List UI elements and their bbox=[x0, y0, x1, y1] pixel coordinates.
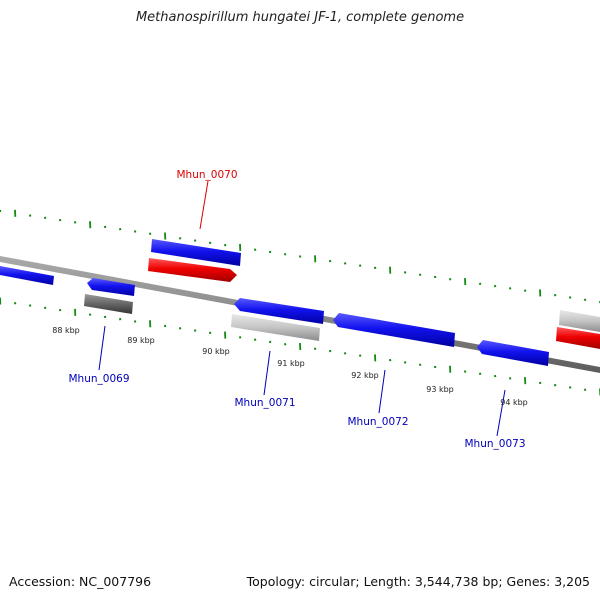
gene-label-leaders bbox=[98, 180, 506, 437]
gene-label-mhun-0070[interactable]: Mhun_0070 bbox=[177, 169, 238, 181]
gene-arrow-mhun-0069[interactable] bbox=[84, 294, 133, 314]
outer-tick-ruler bbox=[0, 209, 600, 304]
gene-arrow-mhun-0069-upper[interactable] bbox=[87, 278, 135, 296]
feature-track bbox=[0, 239, 600, 366]
leader-mhun-0069 bbox=[98, 325, 106, 371]
gene-arrow-mhun-0071[interactable] bbox=[231, 314, 320, 341]
scale-label-94kbp: 94 kbp bbox=[500, 398, 528, 407]
gene-label-mhun-0072[interactable]: Mhun_0072 bbox=[348, 416, 409, 428]
gene-label-mhun-0071[interactable]: Mhun_0071 bbox=[235, 397, 296, 409]
scale-label-89kbp: 89 kbp bbox=[127, 336, 155, 345]
gene-arrow-partial-right-gray[interactable] bbox=[559, 310, 600, 332]
scale-label-90kbp: 90 kbp bbox=[202, 347, 230, 356]
gene-arrow-mhun-0072[interactable] bbox=[333, 313, 455, 347]
leader-mhun-0071 bbox=[263, 350, 271, 396]
scale-label-93kbp: 93 kbp bbox=[426, 385, 454, 394]
gene-arrow-mhun-0071-cds[interactable] bbox=[234, 298, 324, 324]
accession-text: Accession: NC_007796 bbox=[9, 574, 152, 589]
gene-arrow-mhun-0073[interactable] bbox=[477, 340, 549, 366]
gene-arrow-mhun-0070[interactable] bbox=[148, 258, 237, 282]
leader-mhun-0070 bbox=[199, 180, 209, 230]
map-title: Methanospirillum hungatei JF-1, complete… bbox=[135, 10, 465, 25]
scale-label-88kbp: 88 kbp bbox=[52, 326, 80, 335]
leader-mhun-0073 bbox=[496, 389, 506, 437]
scale-label-91kbp: 91 kbp bbox=[277, 359, 305, 368]
gene-label-mhun-0069[interactable]: Mhun_0069 bbox=[69, 373, 130, 385]
gene-arrow-partial-left[interactable] bbox=[0, 266, 54, 285]
genome-stats-text: Topology: circular; Length: 3,544,738 bp… bbox=[246, 574, 590, 589]
leader-mhun-0072 bbox=[378, 369, 386, 414]
gene-arrow-mhun-0070-cds[interactable] bbox=[151, 239, 241, 266]
gene-label-mhun-0073[interactable]: Mhun_0073 bbox=[465, 438, 526, 450]
scale-label-92kbp: 92 kbp bbox=[351, 371, 379, 380]
gene-arrow-partial-right-red[interactable] bbox=[556, 327, 600, 349]
inner-tick-ruler bbox=[0, 297, 600, 396]
